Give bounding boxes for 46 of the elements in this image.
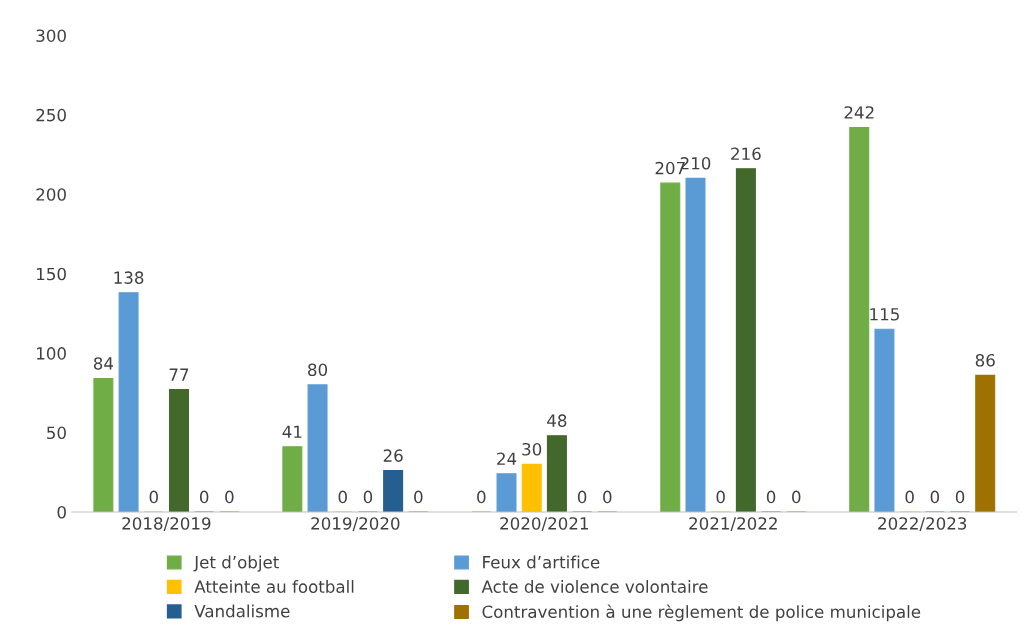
- data-label: 0: [149, 490, 158, 504]
- data-label: 41: [282, 425, 302, 438]
- y-tick-label: 50: [47, 426, 66, 440]
- data-label: 115: [870, 308, 899, 321]
- x-tick-label: 2020/2021: [500, 517, 588, 532]
- data-label: 77: [169, 368, 189, 381]
- data-label: 24: [497, 452, 517, 465]
- data-label: 86: [975, 353, 995, 367]
- data-label: 0: [716, 490, 725, 504]
- data-label: 0: [905, 490, 914, 504]
- data-label: 138: [114, 271, 144, 284]
- y-tick-label: 0: [57, 505, 66, 519]
- legend-label: Vandalisme: [194, 604, 290, 618]
- legend-label: Atteinte au football: [194, 580, 354, 593]
- data-label: 80: [308, 363, 328, 377]
- y-tick-label: 200: [36, 188, 66, 201]
- data-label: 0: [225, 490, 234, 504]
- data-label: 0: [955, 490, 965, 504]
- data-label: 0: [930, 490, 940, 504]
- data-label: 0: [338, 490, 347, 504]
- x-tick-label: 2022/2023: [878, 517, 967, 532]
- data-label: 0: [414, 490, 423, 504]
- data-label: 48: [547, 414, 567, 427]
- x-tick-label: 2018/2019: [122, 517, 211, 532]
- data-label: 26: [383, 449, 403, 462]
- y-tick-label: 100: [37, 347, 66, 360]
- y-tick-label: 150: [37, 267, 66, 281]
- x-tick-label: 2021/2022: [689, 517, 777, 532]
- data-label: 0: [577, 490, 587, 504]
- data-label: 84: [93, 357, 114, 370]
- x-tick-label: 2019/2020: [311, 517, 400, 532]
- legend-label: Contravention à une règlement de police municipale: [482, 604, 921, 622]
- data-label: 30: [522, 442, 542, 456]
- data-label: 242: [844, 106, 874, 119]
- data-label: 0: [766, 490, 776, 504]
- legend-label: Feux d’artifice: [483, 555, 600, 569]
- y-tick-label: 300: [36, 29, 66, 42]
- legend-label: Acte de violence volontaire: [481, 580, 708, 593]
- y-tick-label: 250: [36, 108, 66, 122]
- data-label: 0: [363, 490, 373, 504]
- data-label: 216: [731, 147, 761, 161]
- legend-label: Jet d’objet: [193, 555, 279, 572]
- data-label: 0: [477, 490, 486, 504]
- data-label: 0: [603, 490, 612, 504]
- data-label: 0: [199, 490, 209, 504]
- data-label: 0: [792, 490, 801, 504]
